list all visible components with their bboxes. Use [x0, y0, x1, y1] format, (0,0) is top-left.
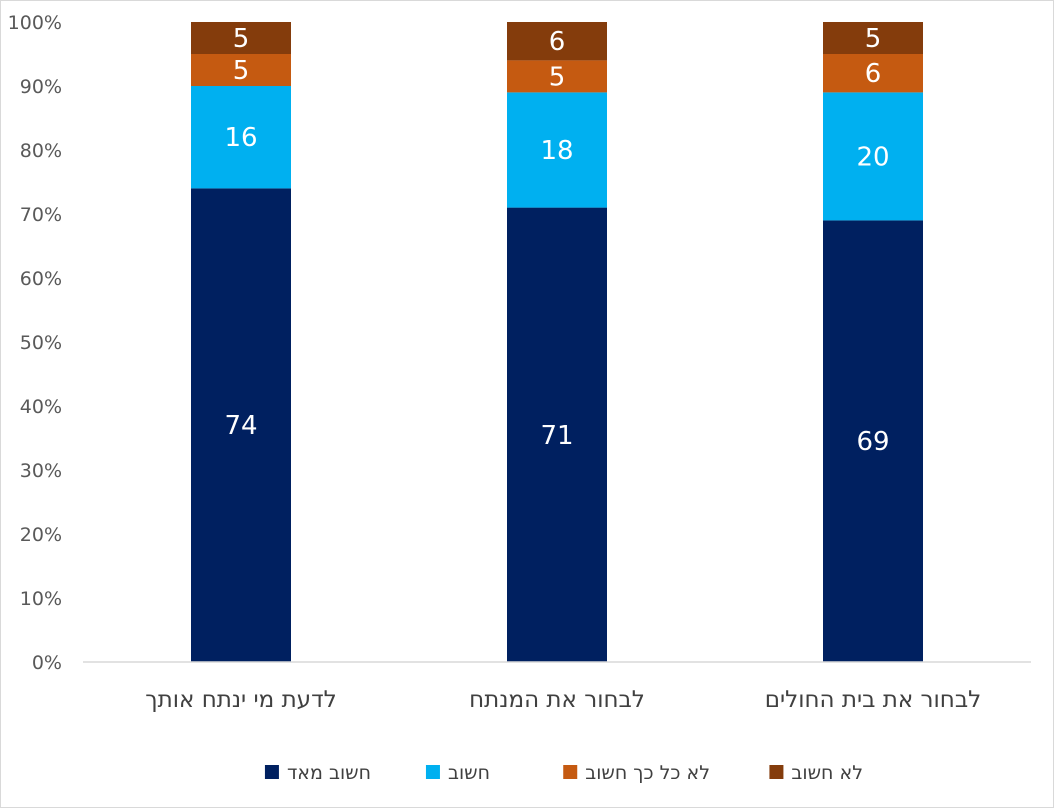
- bar-segment: [823, 92, 923, 221]
- y-tick-label: 80%: [20, 140, 62, 162]
- bar-segment: [823, 54, 923, 93]
- legend-swatch: [563, 765, 578, 779]
- data-label: 16: [224, 123, 257, 153]
- data-label: 5: [865, 24, 882, 54]
- bar-segment: [191, 188, 291, 662]
- x-category-label: לבחור את המנתח: [469, 687, 645, 713]
- y-tick-label: 70%: [20, 204, 62, 226]
- legend-label: חשוב: [448, 762, 490, 784]
- legend-label: חשוב מאד: [287, 762, 371, 784]
- y-tick-label: 20%: [20, 524, 62, 546]
- data-label: 71: [540, 421, 573, 451]
- y-tick-label: 100%: [8, 12, 62, 34]
- legend-swatch: [769, 765, 784, 779]
- legend: חשוב מאד חשוב לא כל כך חשוב לא חשוב: [264, 762, 863, 784]
- data-label: 20: [856, 142, 889, 172]
- data-label: 5: [233, 24, 250, 54]
- data-label: 18: [540, 136, 573, 166]
- bar-segment: [191, 54, 291, 86]
- bar-segment: [507, 207, 607, 662]
- y-tick-label: 40%: [20, 396, 62, 418]
- data-label: 69: [856, 427, 889, 457]
- y-tick-label: 10%: [20, 588, 62, 610]
- bar-segment: [507, 60, 607, 93]
- bar-segment: [507, 22, 607, 61]
- bar-segment: [191, 22, 291, 54]
- data-label: 6: [549, 27, 566, 57]
- legend-swatch: [264, 765, 279, 779]
- bar-segment: [823, 220, 923, 662]
- data-label: 74: [224, 411, 257, 441]
- bar-segment: [191, 86, 291, 189]
- y-tick-label: 60%: [20, 268, 62, 290]
- x-category-label: לדעת מי ינתח אותך: [145, 687, 336, 713]
- bar-segment: [507, 92, 607, 208]
- legend-label: לא כל כך חשוב: [585, 762, 710, 784]
- data-label: 5: [233, 56, 250, 86]
- y-tick-label: 30%: [20, 460, 62, 482]
- legend-swatch: [425, 765, 440, 779]
- y-tick-label: 50%: [20, 332, 62, 354]
- y-tick-label: 0%: [32, 652, 62, 674]
- bar-segment: [823, 22, 923, 54]
- data-label: 6: [865, 59, 882, 89]
- y-tick-label: 90%: [20, 76, 62, 98]
- y-axis: 0% 10% 20% 30% 40% 50% 60% 70% 80% 90% 100%: [8, 12, 62, 674]
- legend-label: לא חשוב: [791, 762, 863, 784]
- x-axis: לדעת מי ינתח אותך לבחור את המנתח לבחור את …: [83, 661, 1031, 713]
- data-label: 5: [549, 62, 566, 92]
- x-category-label: לבחור את בית החולים: [765, 687, 981, 713]
